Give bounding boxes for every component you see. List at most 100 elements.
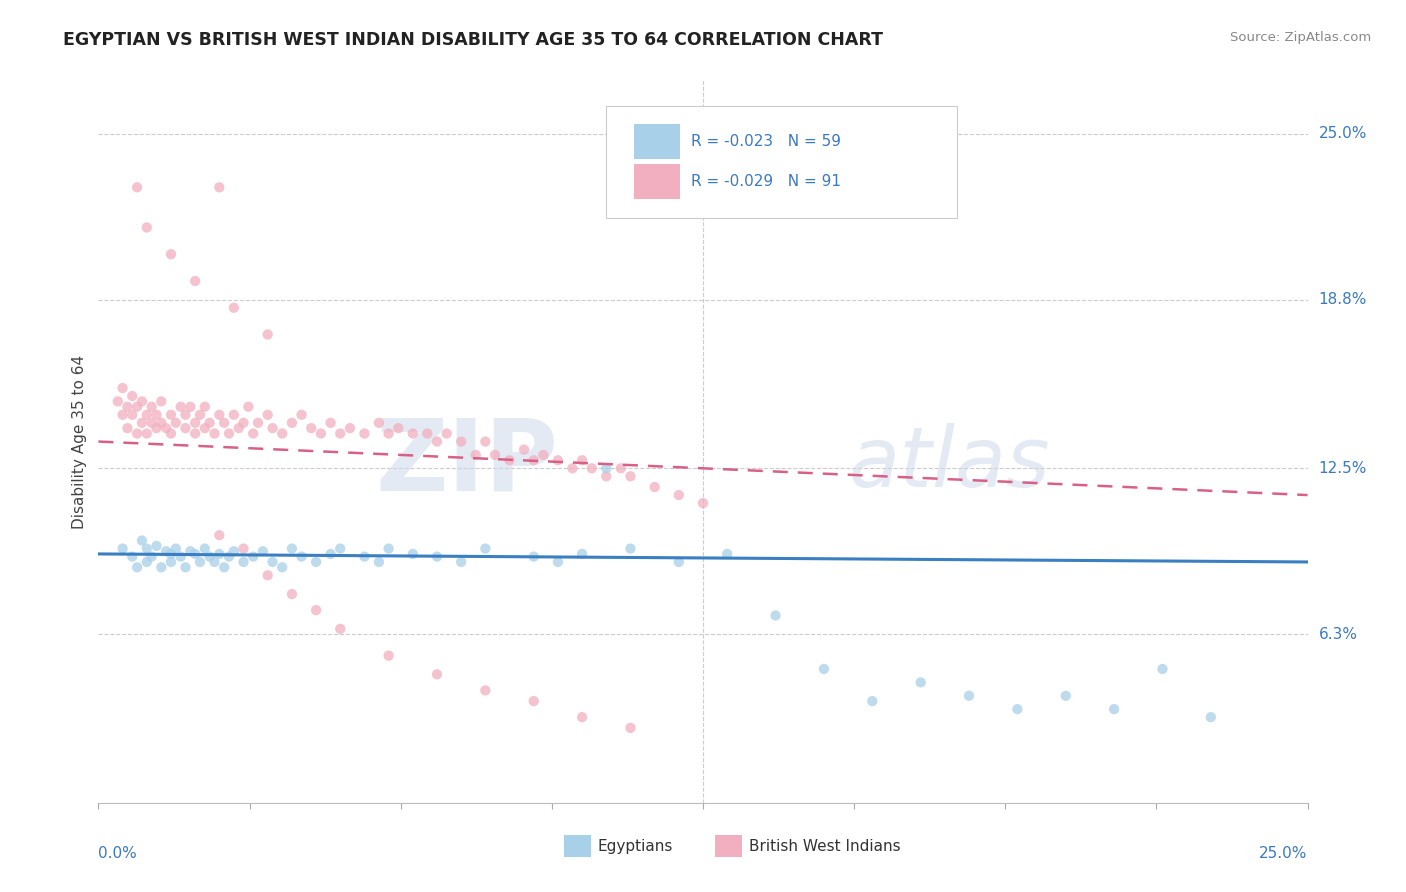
Point bbox=[619, 541, 641, 556]
Point bbox=[436, 426, 458, 441]
Point bbox=[145, 539, 167, 553]
Point bbox=[262, 421, 284, 435]
Point bbox=[188, 408, 211, 422]
Text: British West Indians: British West Indians bbox=[749, 838, 901, 854]
Point bbox=[107, 394, 129, 409]
Point bbox=[141, 549, 163, 564]
Point bbox=[281, 587, 304, 601]
Point bbox=[281, 541, 304, 556]
Point bbox=[135, 426, 157, 441]
Point bbox=[160, 408, 183, 422]
Point bbox=[474, 683, 496, 698]
Point bbox=[1007, 702, 1029, 716]
Point bbox=[523, 694, 546, 708]
Point bbox=[1102, 702, 1125, 716]
Text: 12.5%: 12.5% bbox=[1319, 461, 1367, 475]
Point bbox=[547, 555, 569, 569]
Point bbox=[561, 461, 583, 475]
Point bbox=[571, 547, 593, 561]
Point bbox=[184, 426, 207, 441]
Point bbox=[131, 533, 153, 548]
Point bbox=[426, 434, 449, 449]
Point bbox=[329, 541, 352, 556]
Bar bbox=[634, 164, 681, 199]
Point bbox=[174, 421, 197, 435]
Point bbox=[377, 648, 399, 663]
Point bbox=[299, 421, 322, 435]
Point bbox=[619, 721, 641, 735]
Point bbox=[416, 426, 439, 441]
Point bbox=[121, 408, 143, 422]
Text: 0.0%: 0.0% bbox=[98, 847, 138, 861]
Point bbox=[290, 549, 312, 564]
Point bbox=[402, 426, 425, 441]
Point bbox=[160, 547, 183, 561]
Point bbox=[194, 541, 217, 556]
Point bbox=[402, 547, 425, 561]
Point bbox=[1199, 710, 1222, 724]
Point bbox=[127, 180, 149, 194]
FancyBboxPatch shape bbox=[606, 105, 957, 218]
Point bbox=[150, 560, 173, 574]
Point bbox=[1152, 662, 1174, 676]
Point bbox=[262, 555, 284, 569]
Point bbox=[368, 416, 391, 430]
Point bbox=[523, 453, 546, 467]
Point bbox=[111, 541, 134, 556]
Point bbox=[531, 448, 554, 462]
Point bbox=[353, 549, 375, 564]
Point bbox=[426, 667, 449, 681]
Point bbox=[232, 416, 254, 430]
Point bbox=[127, 426, 149, 441]
Point bbox=[131, 394, 153, 409]
Point bbox=[212, 560, 235, 574]
Point bbox=[212, 416, 235, 430]
Point bbox=[319, 547, 342, 561]
Point bbox=[194, 421, 217, 435]
Point bbox=[222, 301, 245, 315]
Point bbox=[765, 608, 787, 623]
Text: EGYPTIAN VS BRITISH WEST INDIAN DISABILITY AGE 35 TO 64 CORRELATION CHART: EGYPTIAN VS BRITISH WEST INDIAN DISABILI… bbox=[63, 31, 883, 49]
Point bbox=[179, 544, 201, 558]
Point bbox=[117, 421, 139, 435]
Point bbox=[353, 426, 375, 441]
Point bbox=[238, 400, 260, 414]
Point bbox=[668, 488, 690, 502]
Point bbox=[242, 549, 264, 564]
Point bbox=[813, 662, 835, 676]
Point bbox=[290, 408, 312, 422]
Point bbox=[141, 400, 163, 414]
Text: R = -0.023   N = 59: R = -0.023 N = 59 bbox=[690, 134, 841, 149]
Point bbox=[377, 426, 399, 441]
Point bbox=[957, 689, 980, 703]
Point bbox=[256, 408, 278, 422]
Point bbox=[309, 426, 332, 441]
Point bbox=[127, 560, 149, 574]
Point bbox=[319, 416, 342, 430]
Point bbox=[281, 416, 304, 430]
Point bbox=[513, 442, 536, 457]
Point bbox=[1054, 689, 1077, 703]
Point bbox=[117, 400, 139, 414]
Point bbox=[644, 480, 666, 494]
Y-axis label: Disability Age 35 to 64: Disability Age 35 to 64 bbox=[72, 354, 87, 529]
Point bbox=[141, 416, 163, 430]
Point bbox=[595, 469, 617, 483]
Point bbox=[145, 408, 167, 422]
Point bbox=[204, 426, 226, 441]
Point bbox=[165, 416, 187, 430]
Point bbox=[610, 461, 633, 475]
Text: 25.0%: 25.0% bbox=[1319, 127, 1367, 141]
Point bbox=[256, 327, 278, 342]
Point bbox=[160, 555, 183, 569]
Point bbox=[595, 461, 617, 475]
Text: R = -0.029   N = 91: R = -0.029 N = 91 bbox=[690, 174, 841, 189]
Point bbox=[165, 541, 187, 556]
Point bbox=[198, 549, 221, 564]
Point bbox=[208, 180, 231, 194]
Point bbox=[135, 220, 157, 235]
Point bbox=[247, 416, 270, 430]
Point bbox=[150, 394, 173, 409]
Point bbox=[474, 541, 496, 556]
Point bbox=[387, 421, 409, 435]
